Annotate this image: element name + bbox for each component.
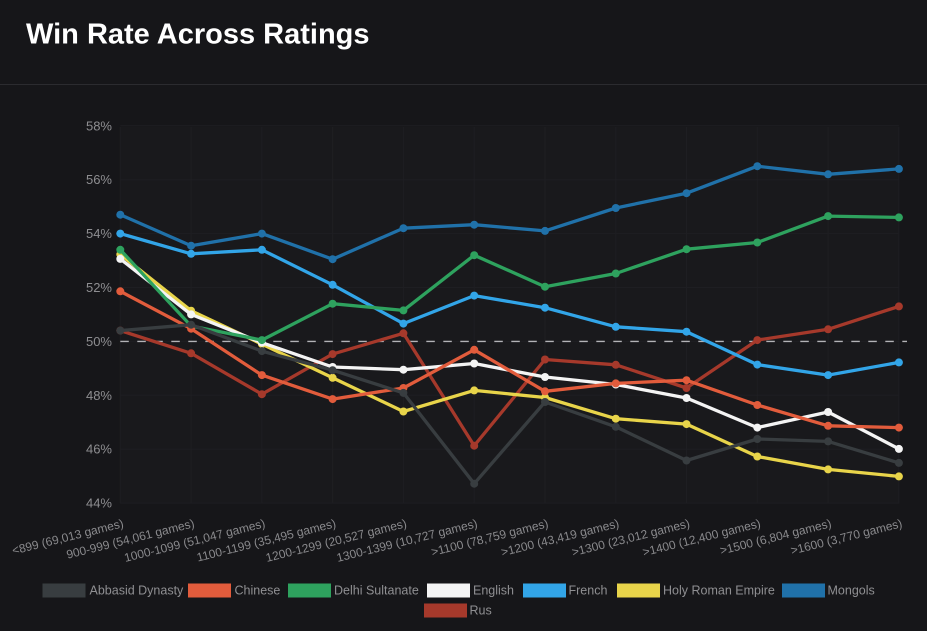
svg-text:Chinese: Chinese	[235, 584, 281, 598]
svg-text:46%: 46%	[86, 442, 112, 457]
svg-text:Delhi Sultanate: Delhi Sultanate	[334, 584, 419, 598]
svg-text:Win Rate Across Ratings: Win Rate Across Ratings	[26, 19, 370, 51]
svg-text:48%: 48%	[86, 388, 112, 403]
svg-text:Abbasid Dynasty: Abbasid Dynasty	[90, 584, 185, 598]
svg-text:56%: 56%	[86, 172, 112, 187]
svg-text:English: English	[473, 584, 514, 598]
svg-text:Rus: Rus	[470, 604, 492, 618]
svg-text:Holy Roman Empire: Holy Roman Empire	[663, 584, 775, 598]
svg-text:54%: 54%	[86, 226, 112, 241]
svg-text:44%: 44%	[86, 496, 112, 511]
svg-text:50%: 50%	[86, 334, 112, 349]
svg-text:58%: 58%	[86, 118, 112, 133]
svg-text:French: French	[569, 584, 608, 598]
svg-text:Mongols: Mongols	[828, 584, 875, 598]
svg-text:52%: 52%	[86, 280, 112, 295]
